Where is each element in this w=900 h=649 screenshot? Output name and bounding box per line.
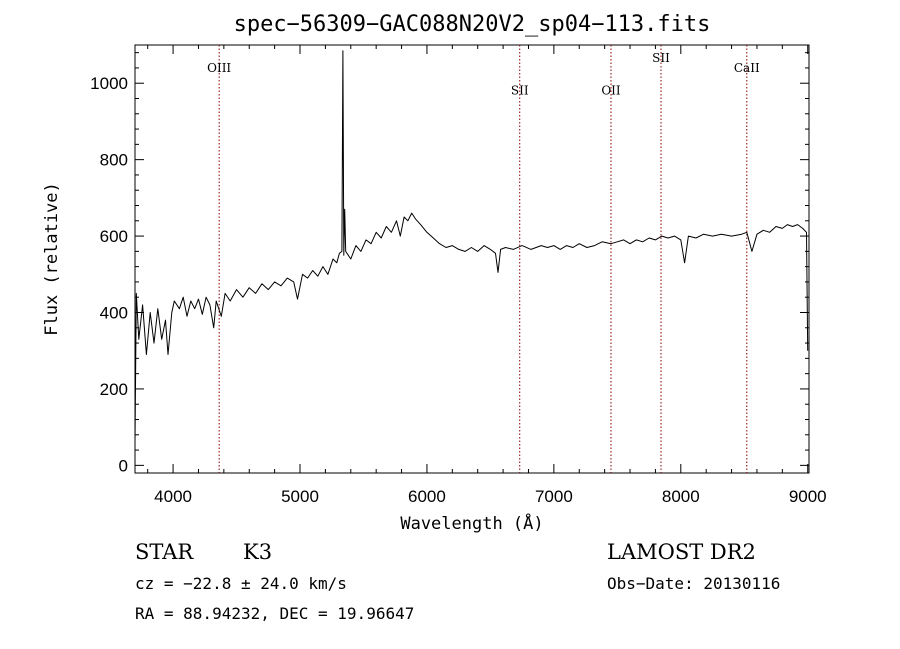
x-tick-label: 7000 <box>535 487 573 506</box>
y-tick-label: 1000 <box>90 74 128 93</box>
y-tick-label: 600 <box>100 227 128 246</box>
survey-name: LAMOST DR2 <box>607 540 756 564</box>
observation-date: Obs−Date: 20130116 <box>607 574 781 593</box>
plot-frame <box>134 44 810 474</box>
object-subclass: K3 <box>243 540 273 564</box>
y-tick-label: 400 <box>100 304 128 323</box>
object-class: STAR <box>135 540 194 564</box>
y-tick-label: 200 <box>100 380 128 399</box>
emission-line-markers: OIII SII OII SII CaII <box>207 45 760 473</box>
x-axis-label: Wavelength (Å) <box>400 512 543 534</box>
y-tick-label: 800 <box>100 151 128 170</box>
redshift-readout: cz = −22.8 ± 24.0 km/s <box>135 574 347 593</box>
spectrum-line <box>134 50 809 443</box>
y-axis-label: Flux (relative) <box>42 182 62 336</box>
line-label: CaII <box>734 61 760 75</box>
line-label: OII <box>601 84 621 98</box>
x-tick-label: 9000 <box>789 487 827 506</box>
line-label: OIII <box>207 61 231 75</box>
x-tick-label: 4000 <box>154 487 192 506</box>
x-tick-label: 5000 <box>281 487 319 506</box>
line-label: SII <box>652 51 670 65</box>
y-tick-label: 0 <box>119 456 128 475</box>
x-tick-label: 8000 <box>662 487 700 506</box>
spectrum-series <box>134 50 809 443</box>
chart-title: spec−56309−GAC088N20V2_sp04−113.fits <box>234 12 711 37</box>
line-label: SII <box>511 84 529 98</box>
coordinates-readout: RA = 88.94232, DEC = 19.96647 <box>135 604 415 623</box>
x-tick-label: 6000 <box>408 487 446 506</box>
axis-ticks: 4000 5000 6000 7000 8000 9000 0 200 400 600 800 100… <box>90 45 827 506</box>
